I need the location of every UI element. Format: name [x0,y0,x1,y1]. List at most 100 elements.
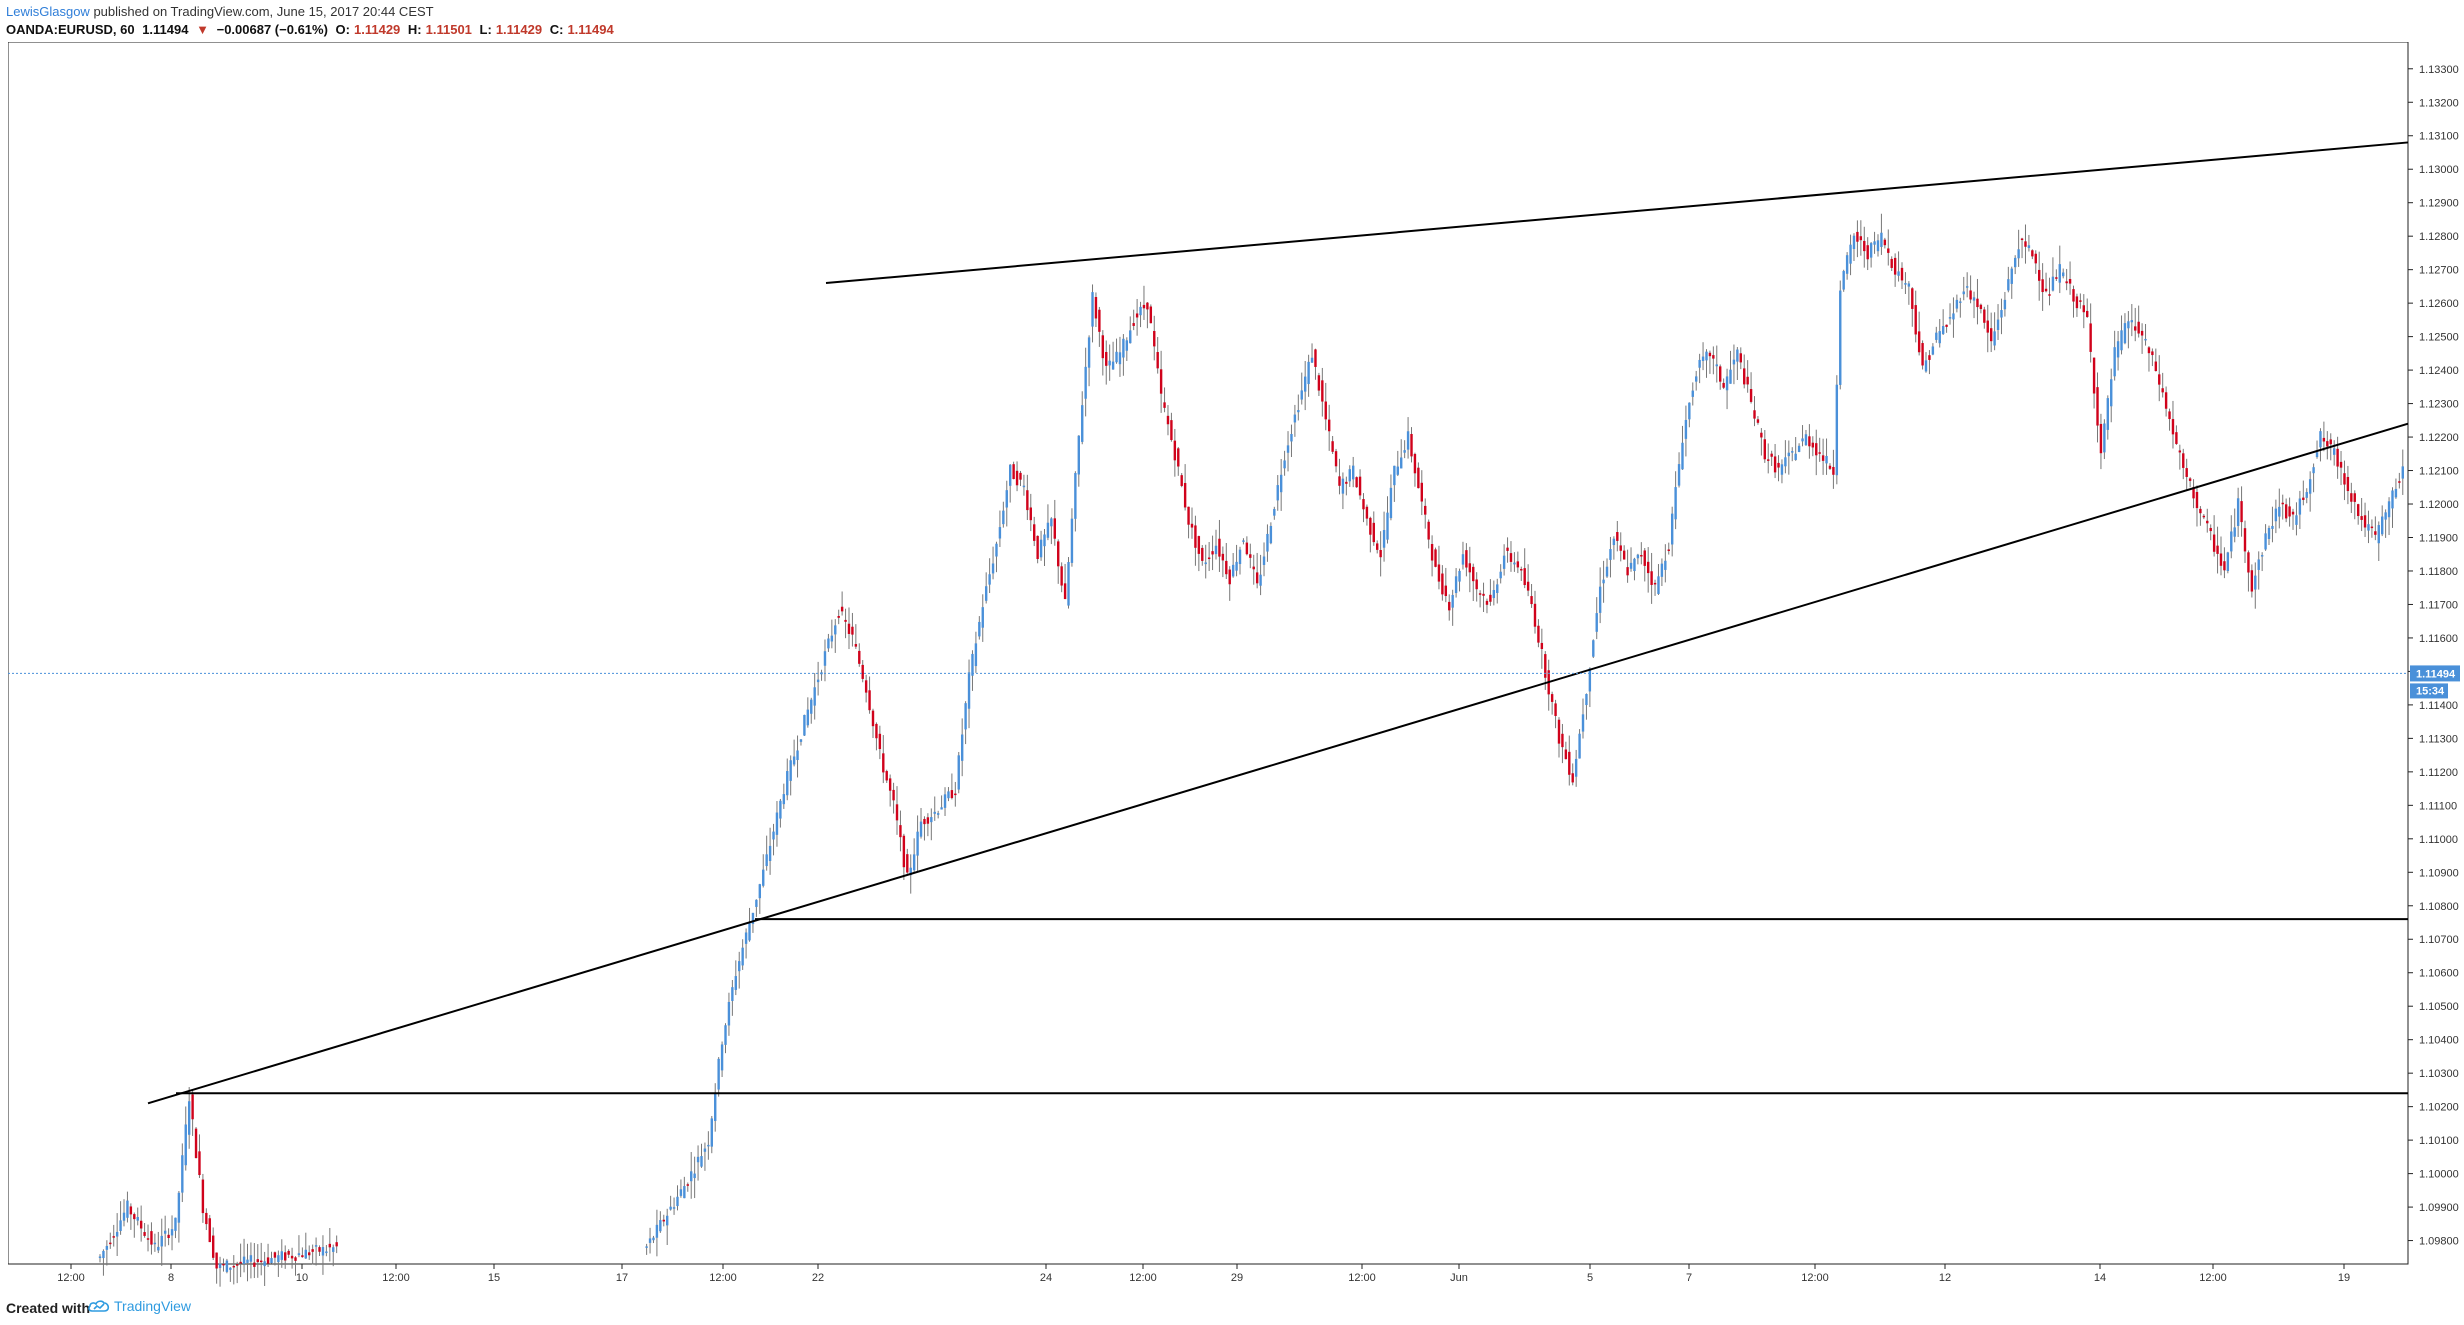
candle-down [871,710,875,727]
candle-up [2051,276,2055,291]
candle-up [2226,552,2230,571]
candle-down [2092,357,2096,394]
candle-down [2024,241,2027,247]
candle-down [256,1259,259,1263]
candle-up [786,771,789,796]
candle-up [2007,279,2010,291]
candle-up [940,807,943,810]
candle-down [328,1243,332,1248]
y-tick-label: 1.10800 [2419,901,2459,913]
candle-up [1009,464,1012,486]
candle-down [2147,347,2151,354]
candle-up [229,1267,232,1270]
candle-down [1986,320,1989,333]
candle-down [1921,343,1924,366]
candle-up [225,1260,229,1272]
candle-down [2212,534,2216,552]
y-tick-label: 1.12500 [2419,332,2459,344]
author-link[interactable]: LewisGlasgow [6,4,90,19]
chart-area[interactable]: 1.13300 1.13200 1.13100 1.13000 1.12900 1.128… [7,41,2464,1292]
candle-down [1523,568,1526,586]
candle-up [2260,555,2264,557]
lower-trendline[interactable] [147,422,2409,1105]
created-with-label: Created with [6,1300,91,1316]
y-tick-label: 1.12600 [2419,298,2459,310]
candle-up [676,1196,679,1207]
y-tick-label: 1.11800 [2419,566,2458,578]
candle-up [720,1044,724,1071]
price-chart[interactable]: 1.13300 1.13200 1.13100 1.13000 1.12900 1.128… [7,41,2464,1292]
candle-up [974,643,978,667]
candle-up [1876,240,1880,252]
candle-up [1074,473,1077,519]
candle-down [2171,419,2175,435]
candle-up [1845,255,1849,274]
y-tick-label: 1.12000 [2419,499,2459,511]
x-tick-label: 29 [1231,1272,1243,1284]
candle-down [308,1252,311,1256]
candle-up [2062,272,2065,277]
candle-down [2031,250,2034,257]
symbol-label[interactable]: OANDA:EURUSD, 60 [6,22,135,37]
candle-down [191,1094,194,1120]
published-text: published on TradingView.com, June 15, 2… [93,4,434,19]
candle-up [1677,464,1681,486]
x-tick-label: 12:00 [709,1272,737,1284]
candle-up [2013,257,2017,268]
candle-down [892,789,895,801]
candle-up [2319,431,2322,448]
candle-down [2185,468,2188,477]
candle-up [816,679,820,683]
candle-up [280,1251,283,1260]
candle-down [2243,528,2247,552]
candle-up [1070,518,1074,563]
candle-down [1094,296,1098,319]
x-tick-label: 12:00 [57,1272,85,1284]
candle-down [2291,511,2295,515]
candle-down [1465,550,1468,568]
candle-up [1266,533,1269,552]
candle-down [2302,497,2305,500]
candle-up [1039,539,1043,558]
candle-down [2356,504,2360,517]
candle-up [1907,283,1911,287]
upper-trendline[interactable] [825,141,2409,285]
candle-up [1293,414,1297,423]
candle-down [2158,374,2161,385]
candle-down [2219,553,2223,566]
x-tick-label: 12:00 [1129,1272,1157,1284]
candle-down [1540,642,1544,650]
candle-down [1640,554,1643,557]
candle-down [205,1212,208,1225]
candle-up [2394,488,2398,498]
candle-down [109,1242,112,1245]
low-value: 1.11429 [495,22,543,37]
candle-down [2048,294,2051,296]
candle-up [1393,465,1396,486]
candle-down [1166,415,1170,425]
candle-down [2099,423,2103,454]
candle-up [1502,555,1506,569]
candle-up [1701,356,1705,361]
candle-up [1214,545,1218,555]
candle-up [978,621,981,637]
candle-up [919,821,923,837]
candle-up [184,1124,187,1166]
candle-up [2120,330,2123,351]
candle-up [1139,306,1142,316]
candle-down [1153,330,1156,347]
candle-down [2202,515,2206,518]
y-tick-label: 1.11000 [2419,834,2458,846]
candle-up [1695,376,1698,382]
candle-down [2096,387,2099,426]
candle-down [1746,376,1749,385]
candle-up [991,563,995,574]
candle-up [707,1144,710,1147]
candle-up [782,794,786,805]
candle-up [1869,243,1873,258]
candle-up [1279,474,1283,493]
tradingview-link[interactable]: TradingView [88,1298,191,1314]
candle-down [1365,506,1369,519]
candle-up [1670,513,1674,545]
candle-down [1616,532,1619,541]
